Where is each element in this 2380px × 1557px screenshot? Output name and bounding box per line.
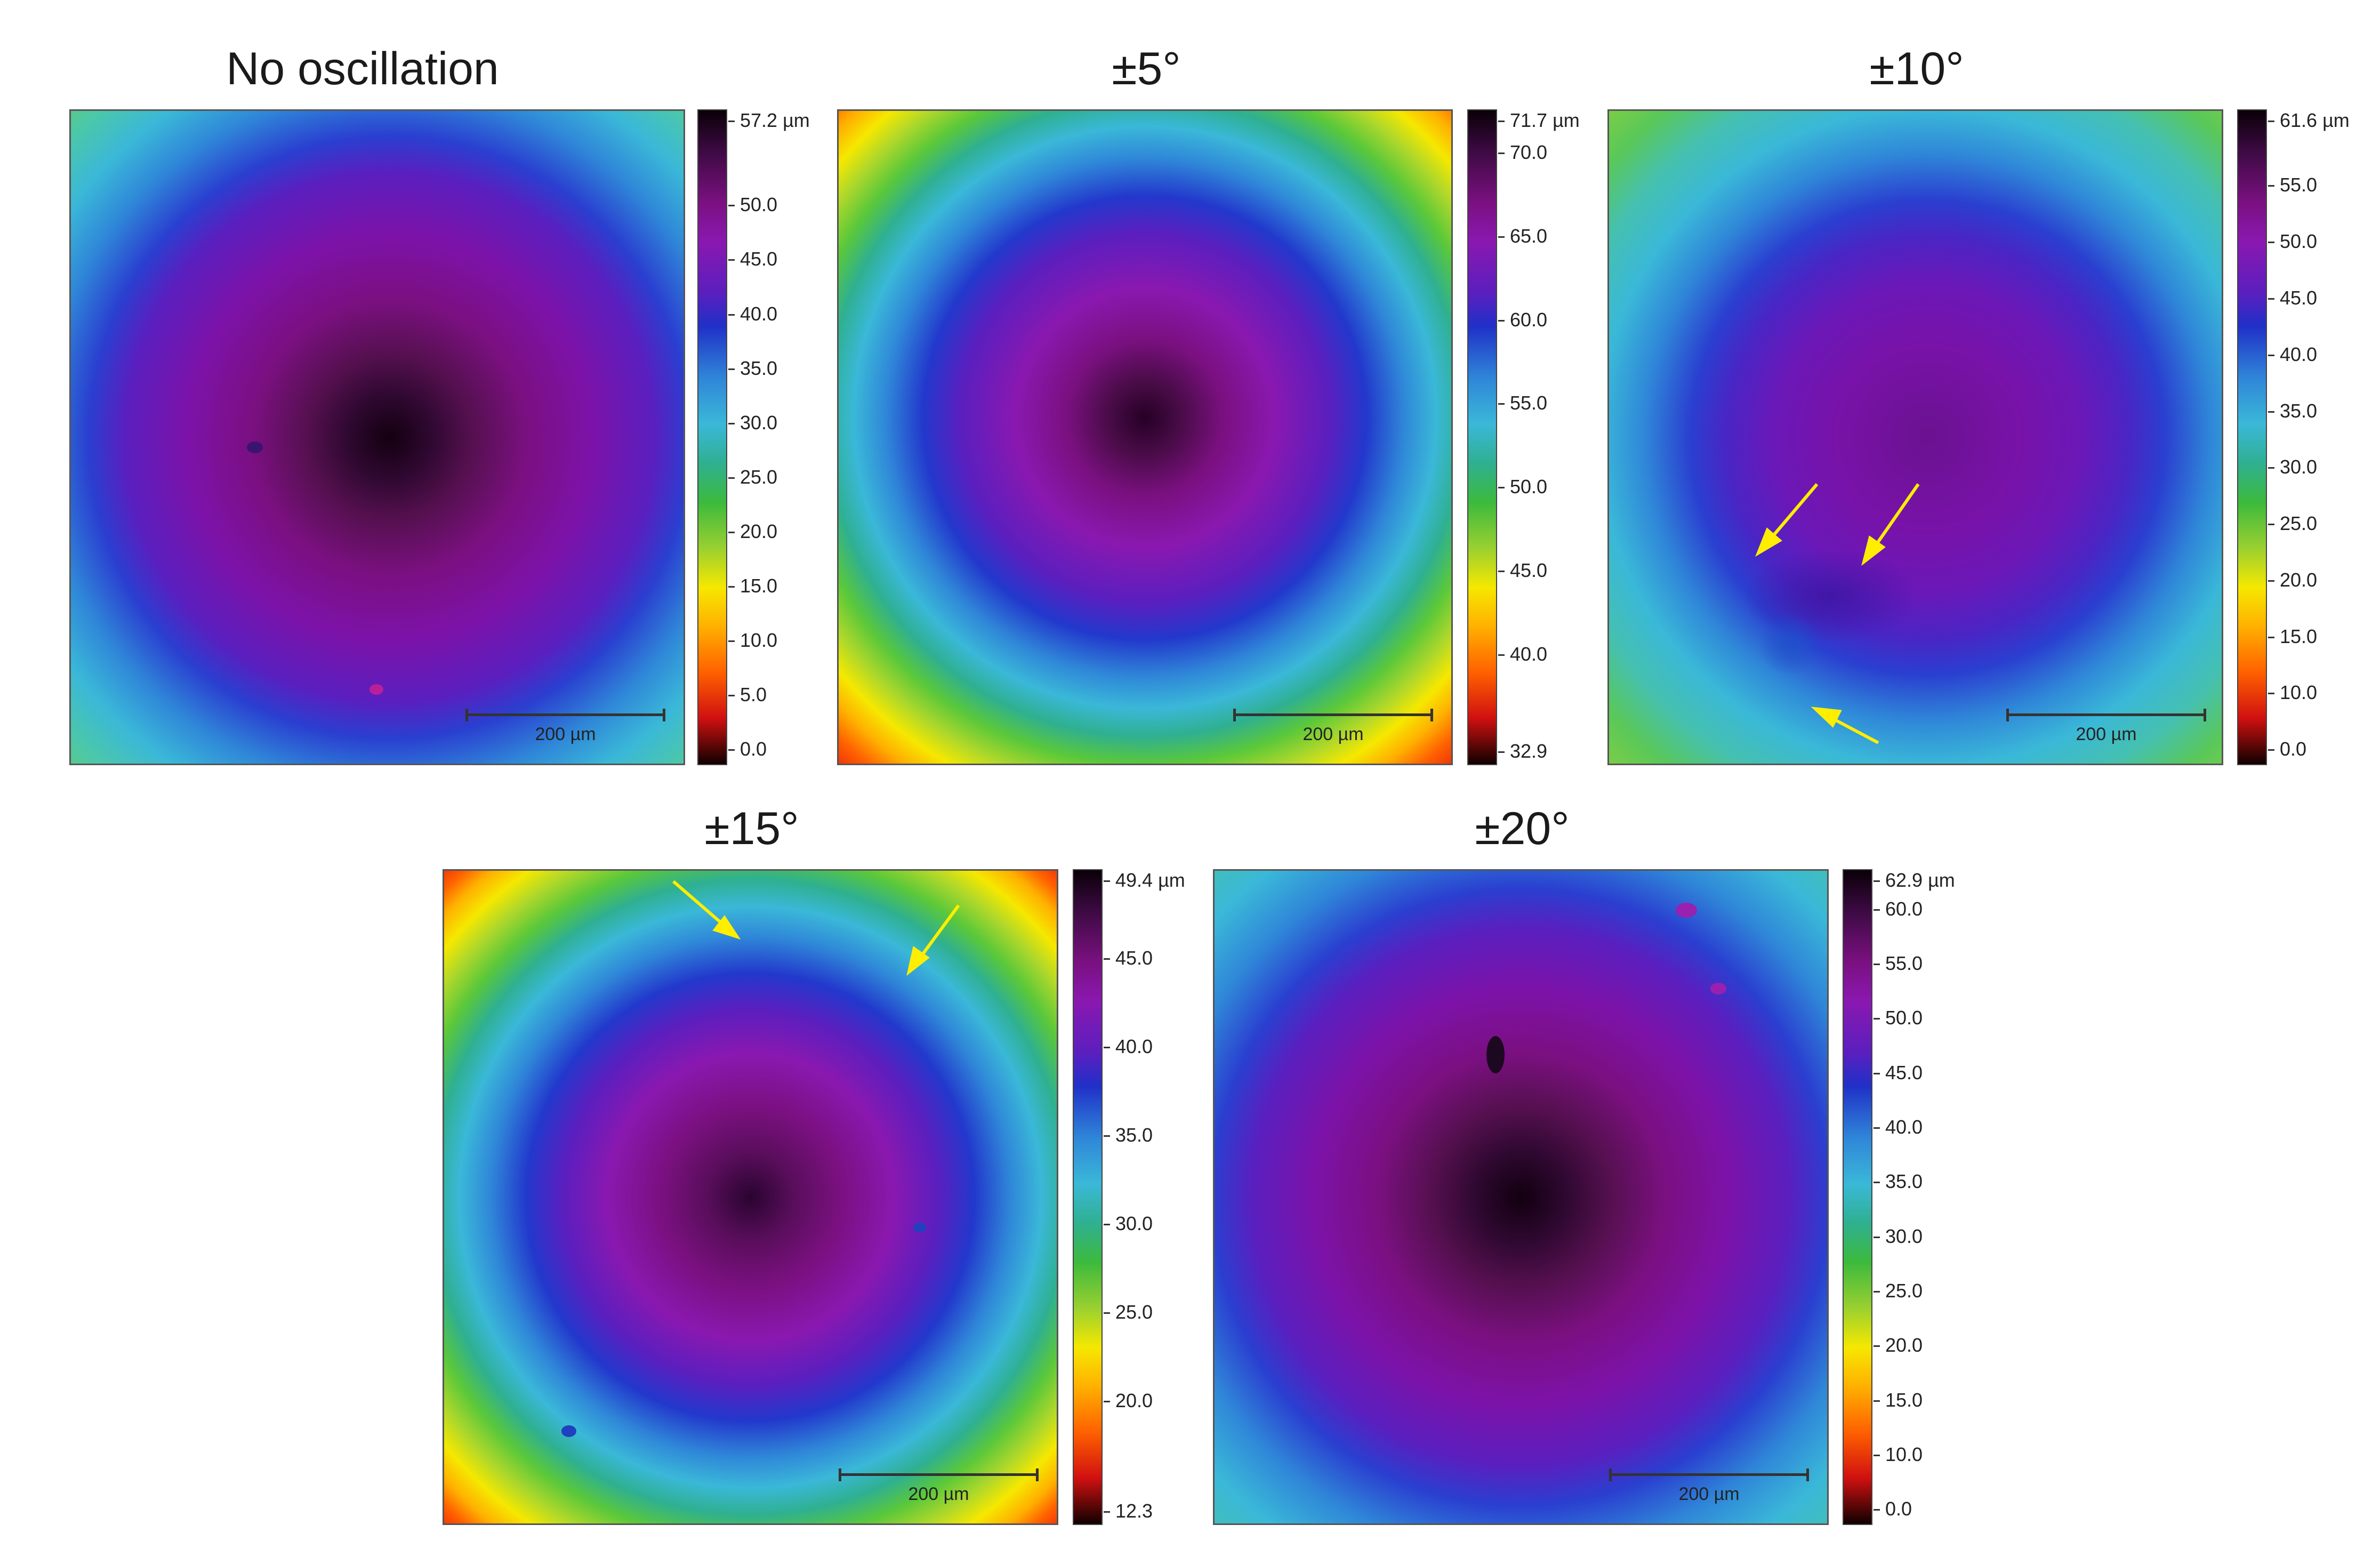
colorbar-tick-label: 35.0 xyxy=(728,357,778,379)
colorbar-tick-label: 40.0 xyxy=(728,302,778,325)
scale-bar xyxy=(1609,1468,1809,1481)
scale-bar-label: 200 µm xyxy=(2076,724,2137,744)
colorbar-tick-label: 0.0 xyxy=(728,738,767,760)
yellow-arrow-icon xyxy=(906,904,960,976)
annotation-arrows xyxy=(672,880,960,976)
colorbar-tick-label: 60.0 xyxy=(1873,897,1923,920)
colorbar-tick-label: 20.0 xyxy=(1873,1334,1923,1357)
colorbar-max-label: 71.7 µm xyxy=(1498,109,1580,131)
colorbar-tick-label: 55.0 xyxy=(1873,952,1923,975)
colorbar-tick-label: 70.0 xyxy=(1498,141,1548,163)
colorbar-tick-label: 0.0 xyxy=(2268,738,2307,760)
panel-title: ±15° xyxy=(704,803,799,854)
colorbar-tick-label: 20.0 xyxy=(1103,1390,1153,1412)
colorbar-tick-label: 5.0 xyxy=(728,684,767,706)
colorbar-tick-label: 30.0 xyxy=(2268,456,2318,478)
surface-defect xyxy=(1676,903,1697,918)
colorbar-tick-label: 30.0 xyxy=(1103,1213,1153,1235)
surface-damage-region xyxy=(1758,612,1822,676)
colorbar-tick-label: 35.0 xyxy=(2268,399,2318,422)
scale-bar-label: 200 µm xyxy=(908,1484,969,1504)
surface-defect xyxy=(369,684,383,695)
colorbar-max-label: 62.9 µm xyxy=(1874,869,1955,891)
height-map-no-oscillation: 200 µm xyxy=(69,109,685,765)
scale-bar-label: 200 µm xyxy=(1302,724,1364,744)
colorbar-tick-label: 45.0 xyxy=(2268,287,2318,309)
colorbar-tick-label: 50.0 xyxy=(728,194,778,216)
colorbar-tick-label: 45.0 xyxy=(1498,559,1548,582)
scale-bar xyxy=(2006,709,2206,721)
annotation-arrows xyxy=(1755,483,1920,744)
surface-defect xyxy=(1710,983,1726,994)
colorbar-tick-label: 10.0 xyxy=(2268,681,2318,704)
scale-bar xyxy=(839,1468,1039,1481)
colorbar xyxy=(1843,869,1872,1525)
scale-bar-label: 200 µm xyxy=(535,724,596,744)
colorbar-tick-label: 15.0 xyxy=(728,574,778,597)
colorbar-tick-label: 25.0 xyxy=(1873,1279,1923,1302)
colorbar-tick-label: 50.0 xyxy=(1498,476,1548,498)
colorbar-tick-label: 35.0 xyxy=(1103,1124,1153,1146)
colorbar-tick-label: 10.0 xyxy=(1873,1443,1923,1465)
colorbar xyxy=(2237,109,2267,765)
yellow-arrow-icon xyxy=(1811,707,1879,744)
colorbar-tick-label: 30.0 xyxy=(1873,1225,1923,1247)
height-map-oscillation-10: 200 µm xyxy=(1607,109,2223,765)
colorbar-tick-label: 25.0 xyxy=(2268,512,2318,535)
height-map-oscillation-20: 200 µm xyxy=(1213,869,1829,1525)
colorbar-tick-label: 45.0 xyxy=(1873,1061,1923,1084)
colorbar-tick-label: 40.0 xyxy=(1103,1036,1153,1058)
panel-title: ±20° xyxy=(1475,803,1570,854)
yellow-arrow-icon xyxy=(1861,483,1920,566)
colorbar-tick-label: 15.0 xyxy=(2268,625,2318,647)
colorbar xyxy=(1073,869,1103,1525)
colorbar xyxy=(1467,109,1497,765)
colorbar-max-label: 61.6 µm xyxy=(2268,109,2350,131)
colorbar-tick-label: 65.0 xyxy=(1498,224,1548,247)
height-map-oscillation-15: 200 µm xyxy=(443,869,1058,1525)
colorbar-tick-label: 50.0 xyxy=(2268,230,2318,253)
panel-title: No oscillation xyxy=(226,43,499,94)
scale-bar-label: 200 µm xyxy=(1678,1484,1740,1504)
scale-bar xyxy=(1233,709,1433,721)
colorbar-tick-label: 60.0 xyxy=(1498,308,1548,331)
surface-defect xyxy=(913,1223,926,1232)
surface-defect xyxy=(247,442,263,453)
colorbar-tick-label: 40.0 xyxy=(1498,643,1548,665)
colorbar-tick-label: 15.0 xyxy=(1873,1389,1923,1411)
height-map-oscillation-5: 200 µm xyxy=(837,109,1453,765)
colorbar-tick-label: 20.0 xyxy=(2268,568,2318,591)
colorbar-tick-label: 25.0 xyxy=(1103,1301,1153,1323)
surface-defect xyxy=(561,1425,576,1437)
yellow-arrow-icon xyxy=(1755,483,1819,557)
colorbar-min-label: 12.3 xyxy=(1103,1500,1153,1522)
colorbar-tick-label: 20.0 xyxy=(728,520,778,542)
colorbar-tick-label: 55.0 xyxy=(2268,174,2318,196)
colorbar-max-label: 49.4 µm xyxy=(1104,869,1185,891)
colorbar-tick-label: 40.0 xyxy=(2268,343,2318,365)
surface-defect xyxy=(1486,1036,1505,1073)
colorbar-tick-label: 50.0 xyxy=(1873,1007,1923,1029)
scale-bar xyxy=(465,709,665,721)
yellow-arrow-icon xyxy=(672,880,741,940)
colorbar-tick-label: 30.0 xyxy=(728,411,778,434)
colorbar xyxy=(697,109,727,765)
colorbar-tick-label: 0.0 xyxy=(1873,1498,1912,1520)
colorbar-tick-label: 25.0 xyxy=(728,466,778,488)
colorbar-min-label: 32.9 xyxy=(1498,740,1548,762)
colorbar-tick-label: 45.0 xyxy=(728,248,778,270)
panel-title: ±5° xyxy=(1112,43,1181,94)
colorbar-tick-label: 35.0 xyxy=(1873,1170,1923,1193)
colorbar-max-label: 57.2 µm xyxy=(728,109,810,131)
colorbar-tick-label: 45.0 xyxy=(1103,947,1153,969)
panel-title: ±10° xyxy=(1869,43,1964,94)
colorbar-tick-label: 40.0 xyxy=(1873,1116,1923,1138)
colorbar-tick-label: 10.0 xyxy=(728,629,778,652)
colorbar-tick-label: 55.0 xyxy=(1498,392,1548,414)
